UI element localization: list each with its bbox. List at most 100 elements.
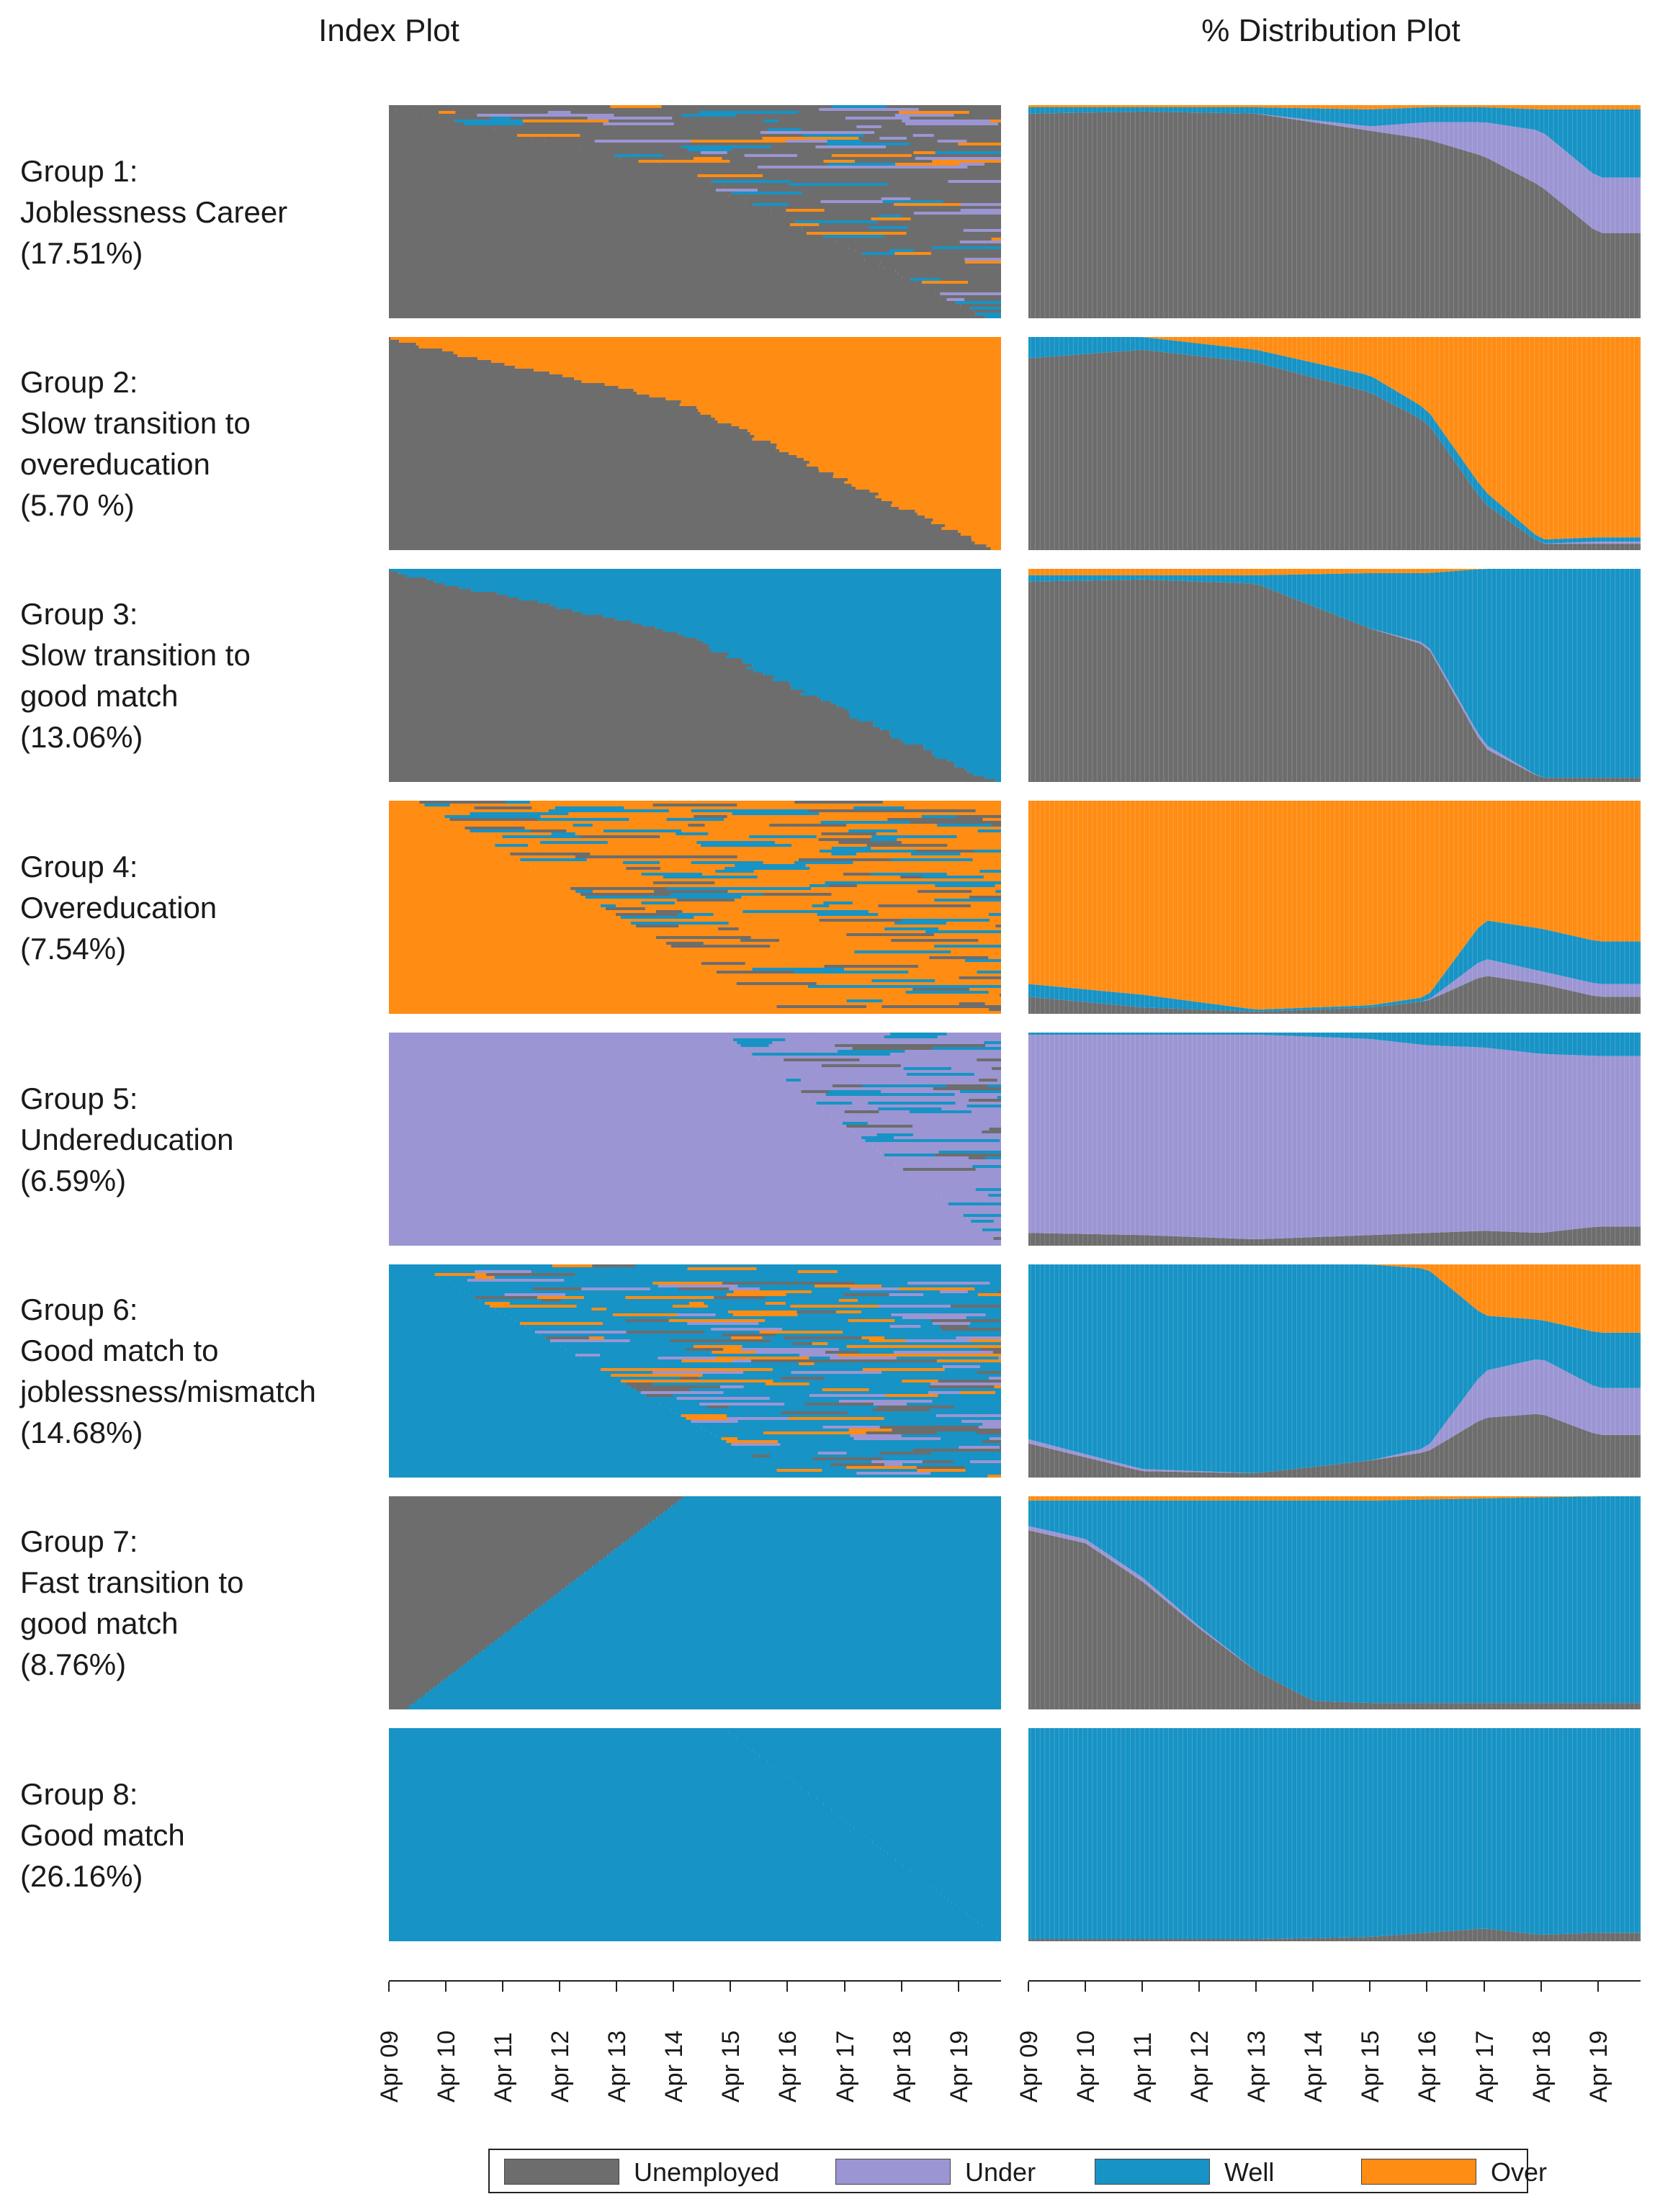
distribution-panel-8	[1028, 1728, 1641, 1941]
group-label-line: (14.68%)	[20, 1416, 143, 1449]
x-tick	[616, 1982, 618, 1992]
group-label-4: Group 4: Overeducation (7.54%)	[20, 846, 380, 969]
group-label-6: Group 6: Good match to joblessness/mismatc…	[20, 1289, 380, 1453]
x-tick-label: Apr 09	[376, 2030, 403, 2103]
sequence-rows	[389, 801, 1001, 1014]
x-tick	[502, 1982, 504, 1992]
area-unemployed	[1028, 1413, 1641, 1478]
area-well	[1028, 1728, 1641, 1939]
x-tick-label: Apr 10	[1072, 2030, 1100, 2103]
index-panel-8	[389, 1728, 1001, 1941]
area-over	[1028, 1496, 1641, 1501]
group-label-1: Group 1: Joblessness Career (17.51%)	[20, 150, 380, 274]
index-plot-title: Index Plot	[318, 13, 459, 48]
area-over	[1028, 1264, 1641, 1333]
x-tick	[786, 1982, 789, 1992]
x-tick	[673, 1982, 675, 1992]
legend-swatch	[504, 2159, 619, 2185]
sequence-rows	[389, 105, 1001, 318]
x-tick	[1028, 1982, 1029, 1992]
area-well	[1028, 920, 1641, 1012]
area-well	[1028, 107, 1641, 178]
x-tick	[1198, 1982, 1201, 1992]
sequence-rows	[389, 1728, 1001, 1941]
legend-swatch	[1095, 2159, 1210, 2185]
group-label-line: (5.70 %)	[20, 488, 135, 522]
group-label-line: Slow transition to	[20, 638, 251, 672]
group-label-7: Group 7: Fast transition to good match (8.7…	[20, 1521, 380, 1685]
distribution-x-axis-line	[1028, 1980, 1641, 1982]
x-tick	[1597, 1982, 1599, 1992]
legend-swatch	[1361, 2159, 1476, 2185]
x-tick	[730, 1982, 732, 1992]
area-unemployed	[1028, 976, 1641, 1014]
x-tick-label: Apr 12	[547, 2030, 575, 2103]
index-panel-1	[389, 105, 1001, 318]
bar-texture	[1030, 1264, 1640, 1478]
group-label-line: (17.51%)	[20, 235, 143, 270]
legend: Unemployed Under Well Over	[488, 2149, 1547, 2193]
distribution-panel-6	[1028, 1264, 1641, 1478]
x-tick	[843, 1982, 845, 1992]
group-label-line: (26.16%)	[20, 1858, 143, 1893]
x-tick-label: Apr 14	[1300, 2030, 1328, 2103]
sequence-rows	[389, 569, 1001, 782]
x-tick-label: Apr 17	[831, 2030, 859, 2103]
sequence-rows	[389, 337, 1001, 550]
group-label-line: Group 6:	[20, 1292, 138, 1326]
bar-texture	[1030, 337, 1640, 550]
area-under	[1028, 1526, 1641, 1704]
index-panel-6	[389, 1264, 1001, 1478]
legend-label: Unemployed	[634, 2157, 780, 2187]
group-label-line: Group 4:	[20, 849, 138, 884]
x-tick	[1540, 1982, 1542, 1992]
group-label-line: (7.54%)	[20, 931, 127, 966]
group-label-line: Fast transition to	[20, 1565, 244, 1599]
bar-texture	[1030, 1728, 1640, 1941]
sequence-rows	[389, 1264, 1001, 1478]
legend-label: Well	[1224, 2157, 1275, 2187]
x-tick	[1255, 1982, 1257, 1992]
x-tick-label: Apr 19	[945, 2030, 973, 2103]
legend-label: Over	[1491, 2157, 1548, 2187]
group-label-line: Slow transition to	[20, 406, 251, 440]
area-well	[1028, 569, 1641, 778]
legend-swatch	[835, 2159, 951, 2185]
group-label-line: good match	[20, 679, 179, 713]
area-well	[1028, 1496, 1641, 1704]
group-label-line: joblessness/mismatch	[20, 1375, 316, 1408]
x-tick-label: Apr 18	[888, 2030, 916, 2103]
area-unemployed	[1028, 1226, 1641, 1246]
x-tick-label: Apr 09	[1015, 2030, 1043, 2103]
x-tick	[1312, 1982, 1314, 1992]
group-label-8: Group 8: Good match (26.16%)	[20, 1773, 380, 1897]
area-over	[1028, 337, 1641, 539]
group-label-line: overeducation	[20, 447, 210, 481]
distribution-panel-5	[1028, 1033, 1641, 1246]
group-label-line: Group 5:	[20, 1081, 138, 1115]
index-panel-4	[389, 801, 1001, 1014]
x-tick-label: Apr 17	[1471, 2030, 1499, 2103]
index-panel-7	[389, 1496, 1001, 1709]
x-tick-label: Apr 16	[1414, 2030, 1442, 2103]
x-tick	[1483, 1982, 1485, 1992]
group-label-line: good match	[20, 1606, 179, 1640]
area-unemployed	[1028, 1530, 1641, 1709]
sequence-rows	[389, 1033, 1001, 1246]
distribution-panel-2	[1028, 337, 1641, 550]
x-tick-label: Apr 10	[433, 2030, 461, 2103]
group-label-line: Good match to	[20, 1334, 219, 1367]
bar-texture	[1030, 1496, 1640, 1709]
x-tick-label: Apr 19	[1584, 2030, 1612, 2103]
group-label-line: Undereducation	[20, 1122, 234, 1156]
x-tick-label: Apr 11	[490, 2032, 518, 2103]
x-tick	[957, 1982, 959, 1992]
x-tick-label: Apr 15	[717, 2030, 745, 2103]
x-tick-label: Apr 14	[660, 2030, 688, 2103]
area-under	[1028, 959, 1641, 1012]
x-tick-label: Apr 13	[1243, 2030, 1271, 2103]
x-tick-label: Apr 18	[1527, 2030, 1556, 2103]
bar-texture	[1030, 1033, 1640, 1246]
index-panel-5	[389, 1033, 1001, 1246]
